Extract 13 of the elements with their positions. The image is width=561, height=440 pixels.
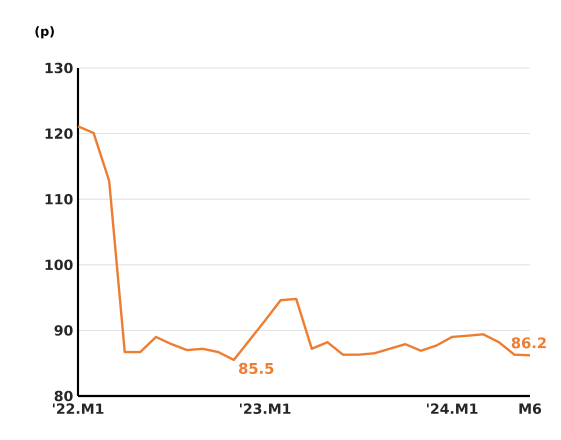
y-tick-label: 80: [54, 390, 73, 402]
y-axis-title: (p): [35, 26, 54, 38]
y-tick-label: 110: [46, 194, 73, 204]
x-tick-label: M6: [519, 403, 542, 414]
y-tick-label: 100: [46, 260, 73, 270]
y-tick-label: 90: [54, 325, 73, 336]
data-label: 85.5: [239, 362, 274, 374]
y-tick-label: 120: [46, 128, 73, 139]
y-tick-label: 130: [46, 62, 73, 74]
x-tick-label: '24.M1: [427, 403, 478, 414]
x-tick-label: '22.M1: [52, 403, 104, 414]
x-tick-label: '23.M1: [240, 403, 290, 414]
data-label: 86.2: [512, 337, 546, 348]
